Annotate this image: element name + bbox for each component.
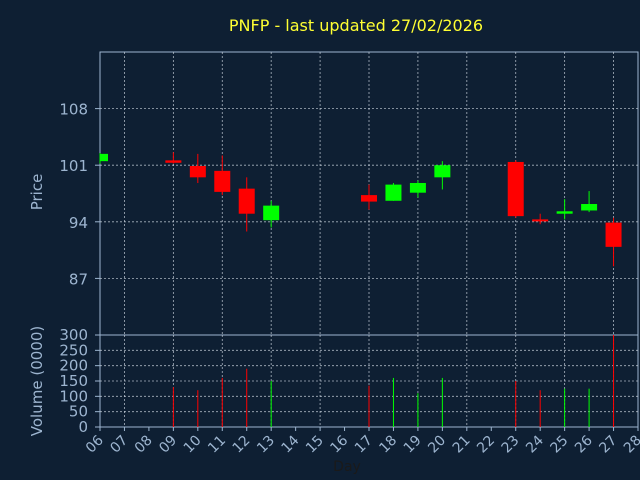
candle-body [605, 222, 622, 247]
candle-body [263, 205, 280, 221]
candle-body [100, 153, 108, 162]
candle-body [507, 161, 524, 217]
volume-tick-label: 250 [59, 341, 88, 359]
candle-body [434, 165, 451, 178]
volume-axis-label: Volume (0000) [28, 326, 46, 436]
x-axis-label: Day [333, 459, 361, 475]
volume-tick-label: 50 [69, 403, 88, 421]
price-tick-label: 108 [59, 101, 88, 119]
volume-tick-label: 150 [59, 372, 88, 390]
price-tick-label: 94 [69, 214, 88, 232]
candle-body [165, 160, 182, 163]
volume-tick-label: 300 [59, 326, 88, 344]
price-tick-label: 87 [69, 270, 88, 288]
price-panel: 87 94 101 108 [59, 51, 639, 336]
candle-body [214, 170, 231, 192]
price-axis-label: Price [28, 174, 46, 211]
volume-tick-label: 200 [59, 357, 88, 375]
candle-body [581, 204, 598, 211]
candle-body [556, 211, 573, 214]
candle-body [189, 166, 206, 178]
candle-body [532, 219, 549, 222]
candle-body [409, 182, 426, 193]
chart-title: PNFP - last updated 27/02/2026 [229, 16, 483, 35]
volume-tick-label: 100 [59, 387, 88, 405]
candle-body [385, 184, 402, 201]
candle-body [361, 195, 377, 202]
volume-tick-label: 0 [78, 418, 88, 436]
price-tick-label: 101 [59, 157, 88, 175]
candle-body [238, 188, 255, 214]
